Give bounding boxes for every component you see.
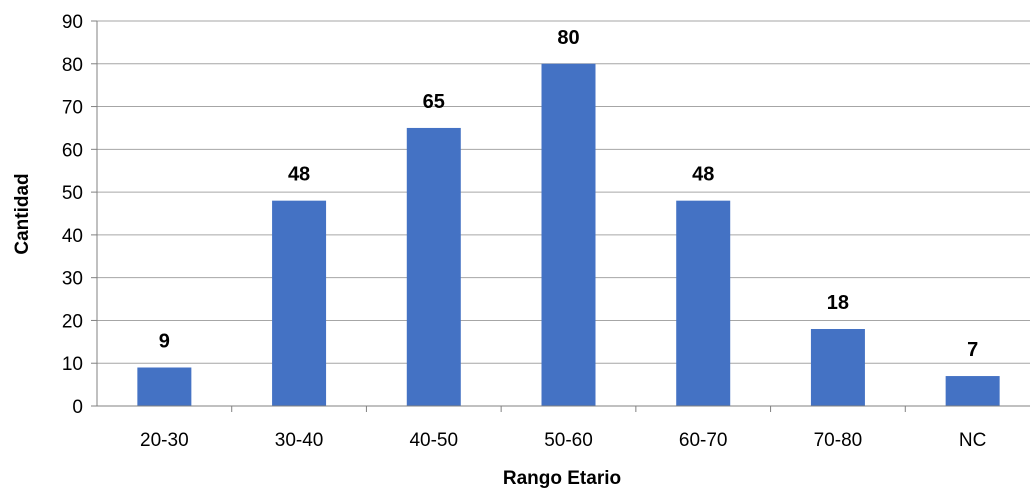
- data-label: 9: [159, 331, 170, 353]
- x-tick-label: 60-70: [679, 430, 728, 451]
- bar-30-40: [272, 201, 326, 406]
- y-tick-label: 20: [62, 311, 83, 332]
- x-tick-label: 50-60: [544, 430, 593, 451]
- x-tick-label: 70-80: [814, 430, 863, 451]
- x-axis-title: Rango Etario: [503, 468, 621, 489]
- x-tick-label: NC: [959, 430, 986, 451]
- data-label: 80: [557, 27, 579, 49]
- y-tick-label: 60: [62, 140, 83, 161]
- x-tick-label: 30-40: [275, 430, 324, 451]
- bar-50-60: [542, 64, 596, 406]
- y-tick-label: 30: [62, 269, 83, 290]
- bar-70-80: [811, 329, 865, 406]
- data-label: 65: [423, 91, 445, 113]
- data-label: 18: [827, 292, 849, 314]
- x-tick-labels: 20-30 30-40 40-50 50-60 60-70 70-80 NC: [140, 430, 986, 451]
- bar-NC: [946, 376, 1000, 406]
- bar-20-30: [137, 368, 191, 407]
- data-label: 48: [692, 164, 714, 186]
- y-tick-label: 70: [62, 98, 83, 119]
- y-tick-label: 10: [62, 354, 83, 375]
- y-tick-label: 80: [62, 55, 83, 76]
- bar-40-50: [407, 128, 461, 406]
- y-tick-label: 40: [62, 226, 83, 247]
- y-tick-label: 0: [72, 397, 83, 418]
- y-tick-labels: 0 10 20 30 40 50 60 70 80 90: [62, 12, 83, 418]
- y-tick-label: 50: [62, 183, 83, 204]
- x-tick-label: 40-50: [409, 430, 458, 451]
- y-axis-title: Cantidad: [12, 173, 33, 254]
- bar-60-70: [676, 201, 730, 406]
- x-tick-label: 20-30: [140, 430, 189, 451]
- y-tick-label: 90: [62, 12, 83, 33]
- data-label: 48: [288, 164, 310, 186]
- data-label: 7: [967, 339, 978, 361]
